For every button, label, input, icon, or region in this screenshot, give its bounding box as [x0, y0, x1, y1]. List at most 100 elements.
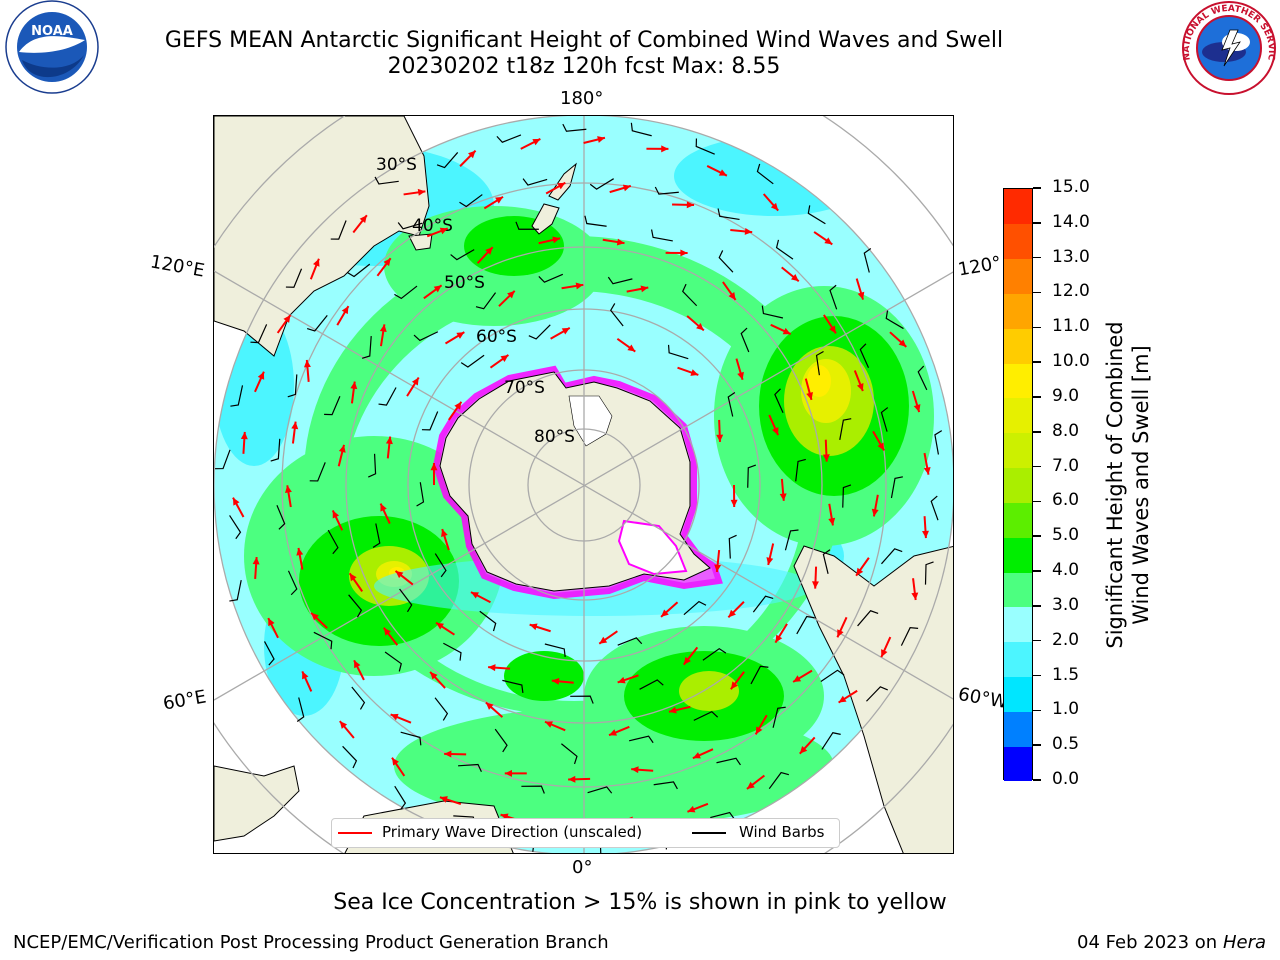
wave-arrow-head: [829, 325, 836, 334]
wave-arrow-head: [529, 623, 538, 631]
wind-barb: [900, 627, 919, 646]
wind-barb: [683, 600, 707, 616]
footer-credit: NCEP/EMC/Verification Post Processing Pr…: [13, 932, 609, 953]
colorbar-segment: [1004, 641, 1032, 678]
wave-arrow-head: [436, 622, 444, 630]
wind-barb: [610, 303, 624, 327]
wind-barb: [815, 350, 824, 376]
wave-arrow-head: [311, 612, 319, 621]
wave-arrow-head: [568, 775, 576, 783]
wind-barb: [807, 205, 826, 225]
wave-arrow-head: [806, 392, 813, 400]
wave-arrow-head: [468, 150, 476, 159]
wind-barb: [772, 706, 786, 728]
wave-arrow-head: [544, 721, 553, 728]
wind-barb: [324, 395, 341, 416]
weddell-sea-ice: [617, 519, 688, 576]
wave-direction-arrows: [232, 136, 931, 830]
sea-ice-note: Sea Ice Concentration > 15% is shown in …: [333, 890, 947, 915]
wave-arrow-head: [856, 567, 864, 576]
wave-arrow-head: [857, 291, 865, 300]
colorbar-tick-label: 7.0: [1052, 455, 1080, 476]
graticule: [214, 116, 953, 853]
wave-arrow-head: [640, 285, 649, 293]
wave-arrow-head: [551, 677, 560, 685]
colorbar-tick-label: 4.0: [1052, 560, 1080, 581]
lon-label-upper-left: 120°E: [148, 251, 207, 282]
wave-arrow-head: [285, 485, 292, 493]
wave-arrow-head: [696, 323, 704, 331]
wind-barb: [276, 505, 286, 530]
wind-barb: [917, 365, 928, 391]
wave-arrow-head: [332, 510, 340, 519]
wind-barb: [400, 731, 422, 746]
lat-label-50s: 50°S: [444, 273, 485, 293]
noaa-logo-text: NOAA: [31, 24, 73, 39]
wind-barb: [313, 631, 333, 650]
wind-barb: [459, 194, 483, 208]
wave-arrow-head: [690, 369, 699, 376]
wave-arrow-head: [746, 781, 755, 789]
wind-barb: [740, 327, 750, 353]
wave-arrow-head: [392, 757, 399, 766]
wave-arrow-head: [488, 664, 496, 672]
wind-barb: [348, 594, 363, 618]
footer-host: Hera: [1222, 932, 1266, 953]
colorbar-tick: [1033, 674, 1041, 677]
chart-title: GEFS MEAN Antarctic Significant Height o…: [164, 28, 1004, 53]
wind-barb: [667, 344, 689, 360]
colorbar-tick: [1033, 500, 1041, 503]
wave-arrow-head: [622, 184, 631, 192]
wave-arrow-head: [390, 713, 399, 721]
wind-barb: [361, 336, 372, 359]
wind-barb: [775, 239, 794, 260]
wave-arrow-head: [495, 196, 504, 204]
wind-barbs: [215, 122, 943, 853]
wind-barb: [434, 697, 449, 721]
wave-arrow-head: [799, 745, 808, 754]
wind-barb: [695, 138, 715, 155]
wind-barb: [528, 324, 551, 340]
wind-barb: [881, 548, 903, 565]
colorbar-tick-label: 3.0: [1052, 594, 1080, 615]
wave-arrow-head: [793, 675, 802, 682]
wave-arrow-head: [485, 247, 493, 255]
colorbar-tick-label: 2.0: [1052, 629, 1080, 650]
wave-arrow-head: [668, 706, 677, 714]
colorbar-tick-label: 1.5: [1052, 664, 1080, 685]
wave-arrow-head: [240, 431, 248, 440]
wave-arrow-head: [350, 381, 358, 390]
wind-barb: [629, 735, 654, 744]
wave-arrow-head: [456, 332, 465, 339]
lat-label-60s: 60°S: [476, 327, 517, 347]
wave-arrow-head: [811, 581, 819, 589]
colorbar-tick: [1033, 744, 1041, 746]
wind-barb: [436, 152, 459, 169]
wind-barb: [562, 123, 587, 132]
wave-arrow-head: [692, 752, 701, 759]
wind-barb: [584, 215, 607, 227]
wave-arrow-head: [303, 359, 311, 368]
wind-barb: [885, 310, 904, 330]
wind-barb: [229, 515, 242, 540]
wind-barb: [399, 588, 413, 613]
wave-arrow-head: [911, 592, 919, 601]
wind-barb: [327, 529, 339, 555]
wave-arrow-head: [728, 292, 736, 300]
wind-barb: [653, 781, 678, 790]
legend-wave-line: [338, 832, 372, 834]
wind-barb: [774, 388, 784, 413]
wind-barb: [654, 186, 679, 195]
wave-arrow-head: [313, 258, 320, 267]
lon-label-lower-left: 60°E: [161, 686, 208, 715]
wave-arrow-head: [385, 436, 393, 445]
wave-arrow-head: [507, 290, 515, 299]
wave-arrow-head: [439, 796, 448, 803]
colorbar-tick: [1033, 605, 1041, 607]
footer-date: 04 Feb 2023 on Hera: [1077, 932, 1266, 953]
wave-arrow-head: [395, 570, 404, 579]
wave-arrow-head: [557, 182, 566, 190]
colorbar-tick-label: 13.0: [1052, 246, 1090, 267]
colorbar-segment: [1004, 223, 1032, 260]
wind-barb: [397, 222, 423, 230]
